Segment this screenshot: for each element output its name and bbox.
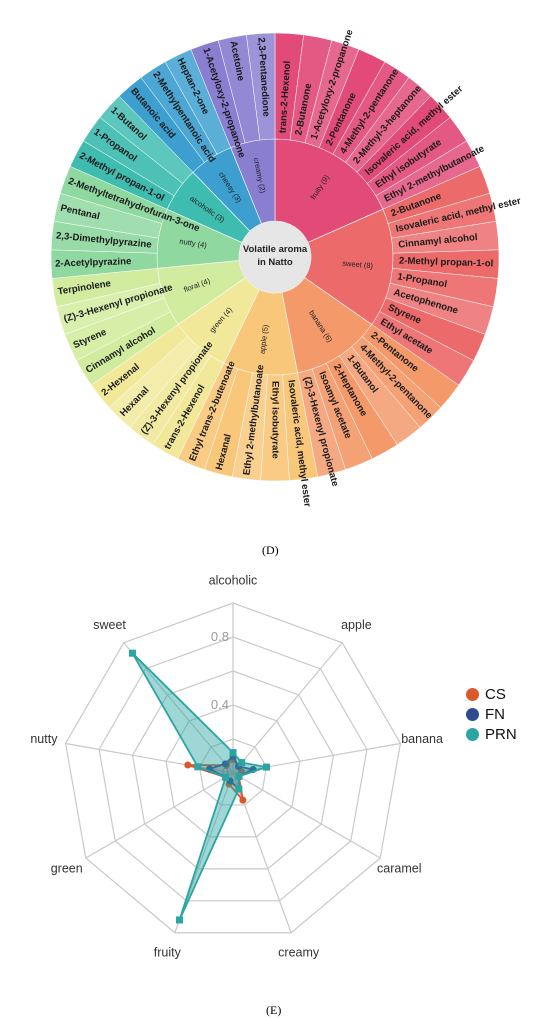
radial-tick-label: 0 bbox=[222, 765, 229, 780]
center-circle bbox=[239, 221, 311, 293]
legend-label: CS bbox=[485, 685, 506, 703]
legend-item-cs: CS bbox=[466, 684, 517, 704]
radar-chart: alcoholic apple banana caramel creamy fruity g… bbox=[30, 573, 443, 960]
point-cs-creamy bbox=[239, 796, 247, 804]
radial-tick-label: 0.4 bbox=[211, 697, 229, 712]
category-label: apple (5) bbox=[258, 324, 271, 355]
compound-label: trans-2-Hexenol bbox=[277, 61, 293, 134]
legend-marker bbox=[466, 687, 479, 701]
grid-spoke bbox=[65, 742, 234, 774]
point-prn-apple bbox=[238, 759, 246, 767]
radial-tick-label: 0.8 bbox=[211, 629, 229, 644]
point-prn-sweet bbox=[128, 649, 136, 657]
axis-label-apple: apple bbox=[341, 618, 372, 632]
point-prn-fruity bbox=[176, 916, 184, 924]
axis-label-sweet: sweet bbox=[93, 618, 126, 632]
point-prn-banana bbox=[262, 763, 270, 771]
legend-label: FN bbox=[485, 705, 505, 723]
legend-item-prn: PRN bbox=[466, 724, 517, 744]
grid-ring bbox=[198, 738, 268, 806]
point-prn-caramel bbox=[235, 772, 243, 780]
grid-spoke bbox=[232, 772, 381, 859]
grid-spoke bbox=[123, 642, 234, 774]
legend-item-fn: FN bbox=[466, 704, 517, 724]
series-prn bbox=[128, 649, 271, 924]
compound-label: Ethyl isobutyrate bbox=[269, 381, 280, 459]
grid-ring bbox=[165, 704, 301, 838]
grid-ring bbox=[131, 670, 335, 870]
series-area-prn bbox=[131, 652, 271, 921]
axis-label-banana: banana bbox=[401, 732, 443, 746]
axis-label-fruity: fruity bbox=[154, 946, 182, 960]
point-prn-green bbox=[222, 773, 230, 781]
grid-ring bbox=[64, 602, 402, 934]
category-label: nutty (4) bbox=[179, 237, 208, 250]
grid-spoke bbox=[85, 772, 234, 859]
axis-label-green: green bbox=[51, 861, 83, 875]
point-cs-nutty bbox=[184, 761, 192, 769]
axis-label-creamy: creamy bbox=[278, 946, 320, 960]
legend-label: PRN bbox=[485, 725, 517, 743]
panel-e-label: (E) bbox=[266, 1003, 282, 1017]
legend-marker bbox=[466, 707, 479, 721]
grid-spoke bbox=[232, 642, 343, 774]
compound-label: 2-Methyl propan-1-ol bbox=[399, 256, 494, 270]
point-fn-sweet bbox=[221, 760, 229, 768]
grid-ring bbox=[98, 636, 368, 902]
axis-label-nutty: nutty bbox=[30, 732, 58, 746]
legend-marker bbox=[466, 727, 479, 741]
point-prn-creamy bbox=[235, 785, 243, 793]
point-prn-alcoholic bbox=[229, 749, 237, 757]
panel-d-label: (D) bbox=[262, 543, 279, 557]
axis-label-alcoholic: alcoholic bbox=[209, 573, 258, 587]
center-label: Volatile aroma bbox=[243, 244, 308, 255]
axis-label-caramel: caramel bbox=[377, 861, 421, 875]
sunburst-chart: trans-2-Hexenol 2-Butanone1-Acetyloxy-2-p… bbox=[50, 28, 522, 508]
compound-label: 2,3-Pentanedione bbox=[255, 37, 271, 117]
compound-segment-2-3-pentanedione bbox=[246, 32, 276, 141]
legend: CS FN PRN bbox=[466, 684, 517, 744]
series-area-fn bbox=[207, 754, 256, 792]
category-label: sweet (8) bbox=[342, 258, 374, 270]
center-label: in Natto bbox=[257, 257, 293, 268]
compound-label: 2-Acetylpyrazine bbox=[55, 256, 132, 269]
point-prn-nutty bbox=[194, 763, 202, 771]
